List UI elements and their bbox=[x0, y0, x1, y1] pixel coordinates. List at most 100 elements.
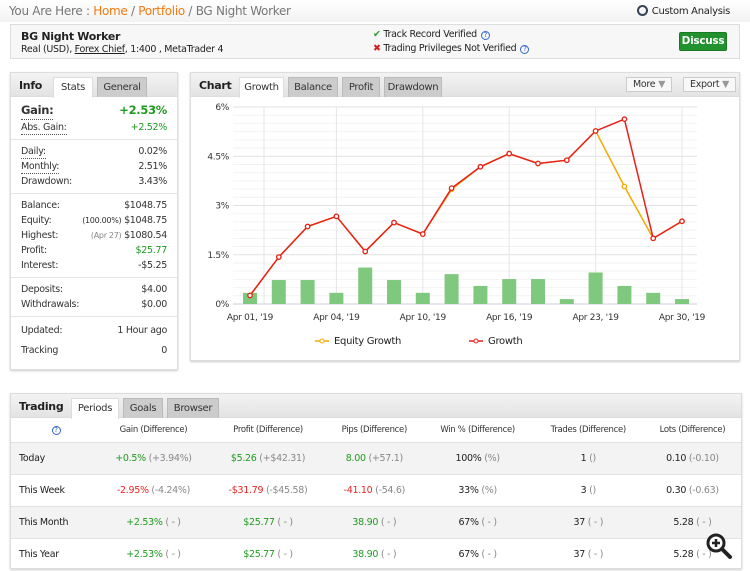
lots-value: 5.28 bbox=[673, 548, 694, 560]
check-icon: ✔ bbox=[373, 29, 381, 40]
help-icon[interactable]: ? bbox=[51, 425, 61, 435]
breadcrumb-home[interactable]: Home bbox=[93, 4, 128, 18]
tab-growth[interactable]: Growth bbox=[239, 77, 284, 98]
win-cell: 100% (%) bbox=[423, 442, 533, 474]
profit-value: -$31.79 bbox=[228, 484, 264, 496]
gain-value: -2.95% bbox=[116, 484, 149, 496]
tab-periods[interactable]: Periods bbox=[71, 398, 119, 419]
account-title: BG Night Worker bbox=[21, 30, 121, 43]
col-profit: Profit (Difference) bbox=[233, 424, 303, 435]
col-pips: Pips (Difference) bbox=[341, 424, 408, 435]
win-value: 67% bbox=[458, 516, 479, 528]
drawdown-value: 3.43% bbox=[138, 176, 167, 187]
gain-value: +2.53% bbox=[126, 548, 163, 560]
tab-profit[interactable]: Profit bbox=[342, 77, 380, 97]
tab-drawdown[interactable]: Drawdown bbox=[384, 77, 442, 97]
tracking-label: Tracking bbox=[21, 345, 59, 356]
custom-analysis-link[interactable]: Custom Analysis bbox=[636, 5, 731, 17]
export-button[interactable]: Export ▼ bbox=[683, 77, 737, 92]
lots-difference: ( - ) bbox=[696, 516, 712, 528]
trading-panel: Trading Periods Goals Browser ? Gain (Di… bbox=[10, 393, 742, 569]
win-difference: (%) bbox=[484, 452, 500, 464]
monthly-value: 2.51% bbox=[138, 161, 167, 172]
profit-cell: -$31.79 (-$45.58) bbox=[210, 474, 326, 506]
lots-cell: 0.30 (-0.63) bbox=[644, 474, 741, 506]
privileges-status: ✖ Trading Privileges Not Verified? bbox=[373, 43, 530, 54]
profit-value: $25.77 bbox=[135, 245, 168, 256]
zoom-in-icon[interactable] bbox=[705, 532, 733, 560]
data-point bbox=[448, 185, 455, 191]
pips-cell: 8.00 (+57.1) bbox=[326, 442, 422, 474]
highest-value: $1080.54 bbox=[124, 230, 167, 241]
balance-value: $1048.75 bbox=[124, 200, 167, 211]
trades-cell: 37 ( - ) bbox=[533, 538, 644, 570]
legend-marker bbox=[319, 338, 325, 344]
table-row: This Month +2.53% ( - ) $25.77 ( - ) 38.90 … bbox=[11, 506, 741, 538]
data-point bbox=[621, 116, 628, 122]
breadcrumb-portfolio[interactable]: Portfolio bbox=[138, 4, 185, 18]
y-tick-label: 4.5% bbox=[207, 152, 229, 162]
period-label: This Week bbox=[19, 484, 65, 496]
win-cell: 33% (%) bbox=[423, 474, 533, 506]
tracking-value: 0 bbox=[161, 345, 167, 356]
x-tick-label: Apr 01, '19 bbox=[227, 313, 274, 323]
equity-value: $1048.75 bbox=[124, 215, 167, 226]
pips-value: 8.00 bbox=[345, 452, 366, 464]
chart-label: Chart bbox=[199, 79, 232, 92]
win-value: 33% bbox=[458, 484, 479, 496]
table-row: This Year +2.53% ( - ) $25.77 ( - ) 38.90 (… bbox=[11, 538, 741, 570]
deposits-value: $4.00 bbox=[141, 284, 167, 295]
profit-value: $25.77 bbox=[243, 548, 275, 560]
gain-difference: ( - ) bbox=[165, 548, 181, 560]
data-point bbox=[275, 254, 282, 260]
profit-difference: (-$45.58) bbox=[265, 484, 308, 496]
period-label: This Year bbox=[19, 548, 59, 560]
track-record-status: ✔ Track Record Verified? bbox=[373, 29, 490, 40]
data-point bbox=[535, 160, 541, 167]
interest-value: -$5.25 bbox=[138, 260, 167, 271]
withdrawals-value: $0.00 bbox=[141, 299, 167, 310]
more-label: More bbox=[633, 79, 656, 90]
x-tick-label: Apr 04, '19 bbox=[313, 313, 360, 323]
win-cell: 67% ( - ) bbox=[423, 506, 533, 538]
data-point bbox=[592, 128, 599, 134]
trades-cell: 1 () bbox=[533, 442, 644, 474]
bar bbox=[415, 292, 430, 304]
gain-difference: (+3.94%) bbox=[148, 452, 192, 464]
growth-chart: 0% 1.5% 3% 4.5% 6% Apr 01, '19 Apr 04, '19 Apr … bbox=[207, 103, 706, 347]
tab-browser[interactable]: Browser bbox=[167, 398, 219, 418]
account-details: , 1:400 , MetaTrader 4 bbox=[124, 44, 224, 55]
tab-general[interactable]: General bbox=[97, 77, 147, 97]
bar bbox=[271, 280, 286, 304]
more-button[interactable]: More ▼ bbox=[626, 77, 673, 92]
y-tick-label: 3% bbox=[215, 202, 229, 212]
tab-balance[interactable]: Balance bbox=[288, 77, 338, 97]
cross-icon: ✖ bbox=[373, 43, 381, 54]
trades-difference: ( - ) bbox=[587, 516, 604, 528]
bar bbox=[617, 285, 632, 304]
equity-label: Equity: bbox=[21, 215, 52, 226]
export-label: Export bbox=[690, 79, 720, 90]
monthly-label: Monthly: bbox=[21, 161, 60, 174]
lots-value: 0.10 bbox=[666, 452, 687, 464]
y-tick-label: 0% bbox=[215, 300, 229, 310]
data-point bbox=[419, 231, 426, 237]
broker-link[interactable]: Forex Chief bbox=[74, 44, 125, 55]
x-tick-label: Apr 10, '19 bbox=[400, 313, 447, 323]
y-tick-label: 1.5% bbox=[207, 251, 229, 261]
breadcrumb: You Are Here : Home / Portfolio / BG Nig… bbox=[0, 0, 750, 22]
help-icon[interactable]: ? bbox=[480, 31, 490, 40]
pips-cell: 38.90 ( - ) bbox=[326, 506, 422, 538]
tab-goals[interactable]: Goals bbox=[123, 398, 163, 418]
custom-analysis-label: Custom Analysis bbox=[651, 6, 731, 17]
discuss-button[interactable]: Discuss bbox=[679, 32, 727, 51]
tab-stats[interactable]: Stats bbox=[53, 77, 93, 98]
help-icon[interactable]: ? bbox=[520, 45, 530, 54]
y-tick-label: 6% bbox=[215, 103, 229, 113]
bar bbox=[502, 279, 517, 304]
data-point bbox=[650, 235, 657, 242]
gain-difference: (-4.24%) bbox=[151, 484, 191, 496]
pips-value: 38.90 bbox=[352, 516, 379, 528]
profit-cell: $25.77 ( - ) bbox=[210, 538, 326, 570]
profit-value: $25.77 bbox=[243, 516, 275, 528]
